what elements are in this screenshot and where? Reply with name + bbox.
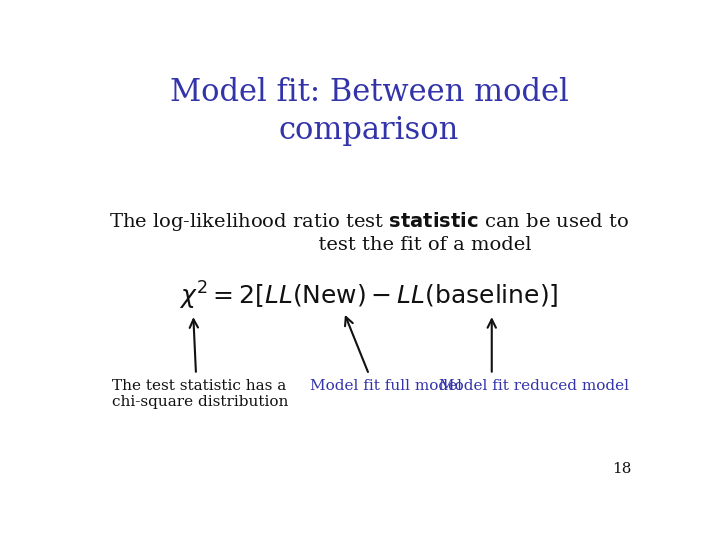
Text: $\chi^2 = 2[LL(\mathrm{New}) - LL(\mathrm{baseline})]$: $\chi^2 = 2[LL(\mathrm{New}) - LL(\mathr… xyxy=(179,280,559,312)
Text: Model fit full model: Model fit full model xyxy=(310,379,462,393)
Text: Model fit: Between model
comparison: Model fit: Between model comparison xyxy=(170,77,568,146)
Text: The test statistic has a
chi-square distribution: The test statistic has a chi-square dist… xyxy=(112,379,289,409)
Text: 18: 18 xyxy=(612,462,631,476)
Text: Model fit reduced model: Model fit reduced model xyxy=(438,379,629,393)
Text: The log-likelihood ratio test $\bf{statistic}$ can be used to
                  : The log-likelihood ratio test $\bf{stati… xyxy=(109,210,629,254)
